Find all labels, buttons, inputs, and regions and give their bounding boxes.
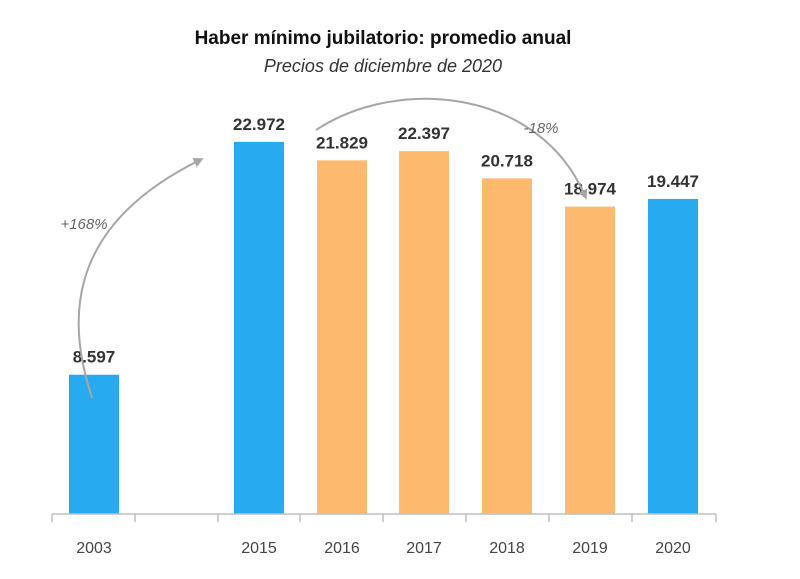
- bar-2018: [482, 178, 532, 514]
- x-tick-label-2015: 2015: [241, 540, 277, 557]
- data-label-2018: 20.718: [481, 151, 533, 170]
- x-tick-label-2020: 2020: [655, 540, 691, 557]
- x-tick-label-2017: 2017: [406, 540, 442, 557]
- bar-2016: [317, 160, 367, 515]
- x-tick-label-2003: 2003: [76, 540, 112, 557]
- bar-2019: [565, 206, 615, 514]
- data-label-2003: 8.597: [73, 348, 116, 367]
- bar-2020: [648, 198, 698, 514]
- data-label-2015: 22.972: [233, 115, 285, 134]
- chart-title: Haber mínimo jubilatorio: promedio anual: [194, 28, 572, 49]
- growth-arrow: [77, 158, 204, 399]
- chart-subtitle: Precios de diciembre de 2020: [263, 56, 503, 76]
- data-label-2016: 21.829: [316, 133, 368, 152]
- x-tick-label-2016: 2016: [324, 540, 360, 557]
- data-label-2017: 22.397: [398, 124, 450, 143]
- x-tick-label-2018: 2018: [489, 540, 525, 557]
- growth-annotation: +168%: [60, 216, 107, 233]
- decline-arrow: [315, 97, 588, 200]
- bar-2015: [234, 141, 284, 514]
- data-label-2019: 18.974: [564, 180, 617, 199]
- x-tick-label-2019: 2019: [572, 540, 608, 557]
- data-label-2020: 19.447: [647, 172, 699, 191]
- bar-2003: [69, 374, 119, 514]
- bar-2017: [399, 151, 449, 515]
- decline-annotation: -18%: [523, 120, 558, 137]
